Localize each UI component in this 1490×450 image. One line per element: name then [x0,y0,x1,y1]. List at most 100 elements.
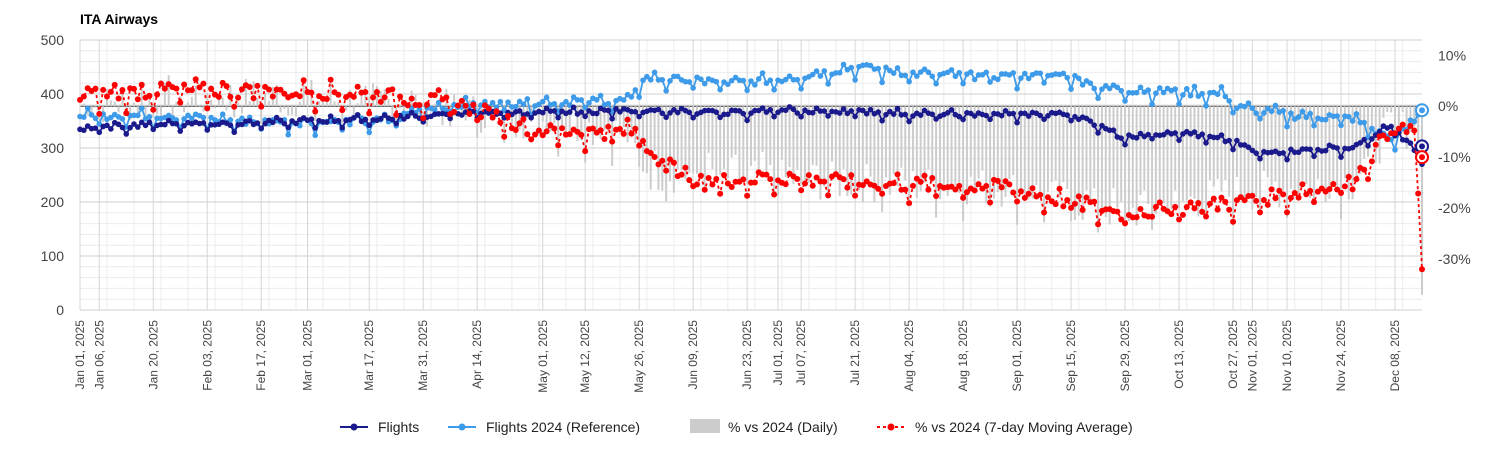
flights-point [956,113,963,120]
moving-average-point [670,159,677,166]
moving-average-point [933,192,940,199]
moving-average-point [1021,194,1028,201]
legend-label: % vs 2024 (Daily) [728,419,838,435]
reference-point [1114,84,1121,91]
moving-average-point [362,89,369,96]
flights-point [917,112,924,118]
flights-point [1369,136,1375,142]
moving-average-point [1068,204,1075,211]
flights-point [1280,150,1286,156]
moving-average-point [539,132,546,139]
x-axis-tick-label: Feb 17, 2025 [254,320,268,391]
moving-average-point [1095,221,1102,228]
flights-point [944,110,951,116]
flights-point [146,119,153,126]
moving-average-point [1056,185,1063,192]
reference-point [782,76,789,83]
reference-point [1118,87,1125,94]
reference-point [462,94,469,101]
flights-point [1045,113,1051,119]
moving-average-point [161,85,168,92]
moving-average-point [103,93,110,100]
moving-average-point [983,183,990,190]
reference-point [1218,83,1225,90]
moving-average-point [805,172,812,179]
moving-average-point [782,181,789,188]
flights-point [1322,147,1329,154]
moving-average-point [1372,141,1379,148]
moving-average-point [1137,206,1144,213]
moving-average-point [1253,197,1260,204]
axes: 0 100 200 300 400 500 10% 0% -10% -20% -30% Jan 01,… [41,32,1471,393]
x-axis-tick-label: Mar 01, 2025 [301,320,315,391]
reference-point [497,98,504,105]
moving-average-point [196,84,203,91]
reference-point [1307,110,1313,117]
flights-point [1099,122,1105,129]
moving-average-point [1156,199,1163,206]
flights-point [339,124,346,131]
moving-average-point [443,94,450,101]
moving-average-point [794,176,801,183]
reference-point [1145,87,1152,93]
moving-average-point [1349,186,1356,193]
flights-point [1018,110,1024,117]
moving-average-point [809,182,816,189]
moving-average-point [381,94,388,101]
reference-point [914,73,920,79]
moving-average-point [501,133,508,140]
moving-average-point [559,125,566,132]
flights-point [1226,137,1232,144]
flights-point [794,110,801,116]
moving-average-point [798,187,805,194]
reference-point [674,73,681,80]
moving-average-point [1384,136,1391,143]
flights-point [270,119,276,126]
moving-average-point [1287,194,1294,201]
moving-average-end-marker-core [1419,154,1425,161]
reference-point [740,77,747,84]
flights-point [1249,147,1256,154]
x-axis-tick-label: Jul 01, 2025 [771,320,785,386]
moving-average-point [582,148,589,155]
x-axis-tick-label: Jul 07, 2025 [794,320,808,386]
moving-average-point [470,101,477,108]
reference-point [1338,122,1344,129]
moving-average-point [181,81,188,88]
flights-point [404,113,411,120]
reference-point [817,73,824,79]
moving-average-point [1276,187,1283,194]
reference-point [1288,110,1294,116]
moving-average-point [532,131,539,138]
reference-point [663,87,669,94]
reference-point [1180,92,1186,98]
x-axis-tick-label: Aug 04, 2025 [902,320,916,392]
reference-point [825,81,831,87]
flights-point [1349,144,1356,151]
reference-point [809,71,816,78]
flights-point [208,122,214,128]
moving-average-point [1206,200,1213,207]
moving-average-point [204,105,211,112]
reference-point [767,77,774,83]
flights-point [1037,112,1044,119]
moving-average-point [404,102,411,109]
flights-point [690,114,696,121]
moving-average-point [821,178,828,185]
moving-average-point [462,102,469,109]
flights-point [528,115,534,121]
moving-average-point [640,137,647,144]
reference-point [632,87,639,93]
reference-point [1091,85,1098,92]
flights-point [863,110,870,117]
flights-point [1357,139,1364,146]
flights-point [1253,150,1259,156]
moving-average-point [269,93,276,100]
moving-average-point [408,95,415,102]
moving-average-point [1345,173,1352,180]
moving-average-point [424,101,431,108]
reference-point [713,78,720,85]
reference-point [659,76,666,83]
reference-point [146,113,153,120]
flights-point [324,119,330,125]
